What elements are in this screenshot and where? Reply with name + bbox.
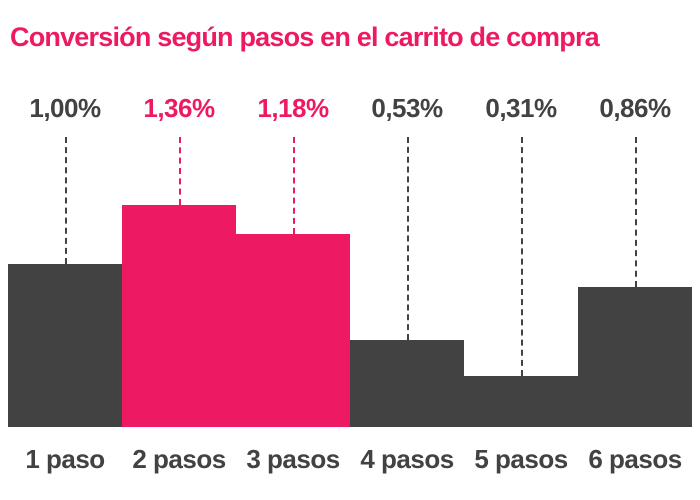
- bar: [8, 264, 122, 427]
- leader-line: [179, 137, 181, 205]
- bar: [236, 234, 350, 427]
- chart-column: 1,36% 2 pasos: [122, 93, 236, 475]
- category-label: 5 pasos: [474, 444, 568, 474]
- chart-column: 1,18% 3 pasos: [236, 93, 350, 475]
- leader-line: [407, 137, 409, 340]
- value-label: 0,86%: [599, 93, 671, 123]
- bar: [578, 287, 692, 427]
- bar: [122, 205, 236, 427]
- category-label: 2 pasos: [132, 444, 226, 474]
- chart-title: Conversión según pasos en el carrito de …: [10, 22, 600, 52]
- chart-column: 0,53% 4 pasos: [350, 93, 464, 475]
- value-label: 1,00%: [29, 93, 101, 123]
- value-label: 1,18%: [257, 93, 329, 123]
- leader-line: [65, 137, 67, 264]
- leader-line: [521, 137, 523, 376]
- chart-column: 0,86% 6 pasos: [578, 93, 692, 475]
- bar-chart: 1,00% 1 paso 1,36% 2 pasos 1,18% 3 pasos 0,53%…: [8, 93, 692, 475]
- leader-line: [635, 137, 637, 287]
- bar: [464, 376, 578, 427]
- leader-line: [293, 137, 295, 234]
- value-label: 0,31%: [485, 93, 557, 123]
- category-label: 6 pasos: [588, 444, 682, 474]
- category-label: 1 paso: [25, 444, 105, 474]
- chart-column: 1,00% 1 paso: [8, 93, 122, 475]
- category-label: 4 pasos: [360, 444, 454, 474]
- value-label: 1,36%: [143, 93, 215, 123]
- category-label: 3 pasos: [246, 444, 340, 474]
- bar: [350, 340, 464, 427]
- value-label: 0,53%: [371, 93, 443, 123]
- chart-column: 0,31% 5 pasos: [464, 93, 578, 475]
